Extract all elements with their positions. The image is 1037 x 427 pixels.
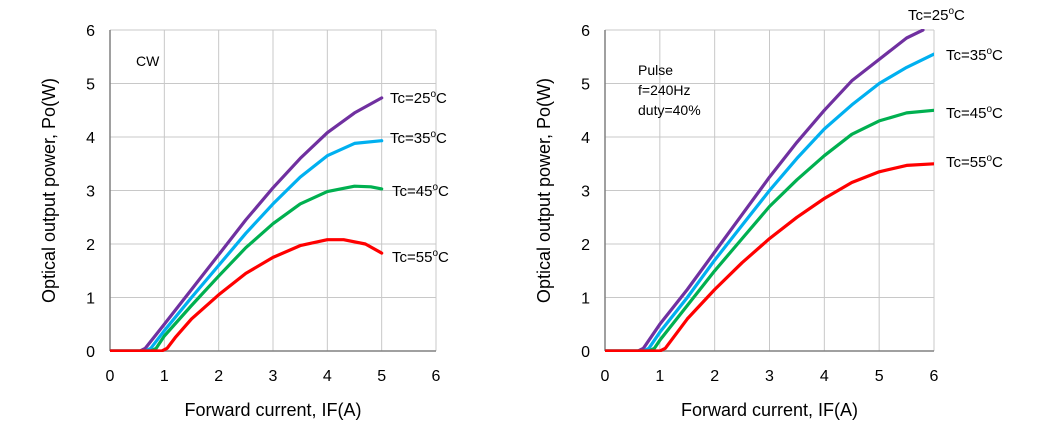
chart1-y-tick-label: 2 — [86, 237, 95, 254]
chart1-y-tick-label: 0 — [86, 344, 95, 361]
chart1-x-axis-label: Forward current, IF(A) — [184, 400, 361, 420]
chart2-y-tick-label: 4 — [581, 130, 590, 147]
chart1-series-line-2 — [110, 139, 384, 352]
chart2-series-line-3 — [605, 108, 934, 352]
chart2-y-tick-label: 3 — [581, 184, 590, 201]
chart2-series-label: Tc=45oC — [946, 104, 1003, 122]
chart1-series-label: Tc=55oC — [392, 248, 449, 266]
chart1-x-tick-label: 4 — [323, 368, 332, 385]
chart1-annotation: CW — [136, 53, 160, 69]
chart2-x-tick-label: 4 — [820, 368, 829, 385]
chart1-y-tick-label: 6 — [86, 23, 95, 40]
chart1-x-tick-label: 0 — [106, 368, 115, 385]
chart1-x-tick-label: 3 — [269, 368, 278, 385]
chart2-series-line-2 — [605, 52, 934, 352]
chart2-annotation: f=240Hz — [638, 82, 691, 98]
chart1-y-tick-label: 1 — [86, 291, 95, 308]
chart1-series-label: Tc=25oC — [390, 89, 447, 107]
chart1-x-tick-label: 1 — [160, 368, 169, 385]
chart2-x-tick-label: 1 — [655, 368, 664, 385]
chart2-series-label: Tc=25oC — [908, 6, 965, 24]
chart1-series-line-1 — [110, 96, 384, 352]
chart2-x-tick-label: 5 — [875, 368, 884, 385]
chart2-annotation: Pulse — [638, 62, 673, 78]
chart2-x-tick-label: 2 — [710, 368, 719, 385]
chart2-y-tick-label: 6 — [581, 23, 590, 40]
chart1-y-tick-label: 4 — [86, 130, 95, 147]
chart1-series-label: Tc=35oC — [390, 129, 447, 147]
chart2-annotation: duty=40% — [638, 102, 701, 118]
chart1-x-tick-label: 2 — [214, 368, 223, 385]
chart2-x-axis-label: Forward current, IF(A) — [681, 400, 858, 420]
chart2-y-tick-label: 0 — [581, 344, 590, 361]
chart2-series-label: Tc=55oC — [946, 153, 1003, 171]
chart1-y-tick-label: 5 — [86, 77, 95, 94]
chart2-y-tick-label: 1 — [581, 291, 590, 308]
chart2-series-label: Tc=35oC — [946, 46, 1003, 64]
chart2-x-tick-label: 3 — [765, 368, 774, 385]
chart1-series-label: Tc=45oC — [392, 182, 449, 200]
chart2-x-tick-label: 0 — [601, 368, 610, 385]
chart1-x-tick-label: 6 — [432, 368, 441, 385]
chart1-y-tick-label: 3 — [86, 184, 95, 201]
chart2-series-line-4 — [605, 162, 934, 352]
chart2-y-axis-label: Optical output power, Po(W) — [534, 78, 554, 303]
chart2-series-line-1 — [605, 29, 925, 352]
chart2-x-tick-label: 6 — [930, 368, 939, 385]
chart2-y-tick-label: 5 — [581, 77, 590, 94]
chart1-x-tick-label: 5 — [377, 368, 386, 385]
chart2-y-tick-label: 2 — [581, 237, 590, 254]
chart1-series-line-3 — [110, 184, 384, 352]
chart1-y-axis-label: Optical output power, Po(W) — [39, 78, 59, 303]
chart1-series-line-4 — [110, 238, 384, 352]
